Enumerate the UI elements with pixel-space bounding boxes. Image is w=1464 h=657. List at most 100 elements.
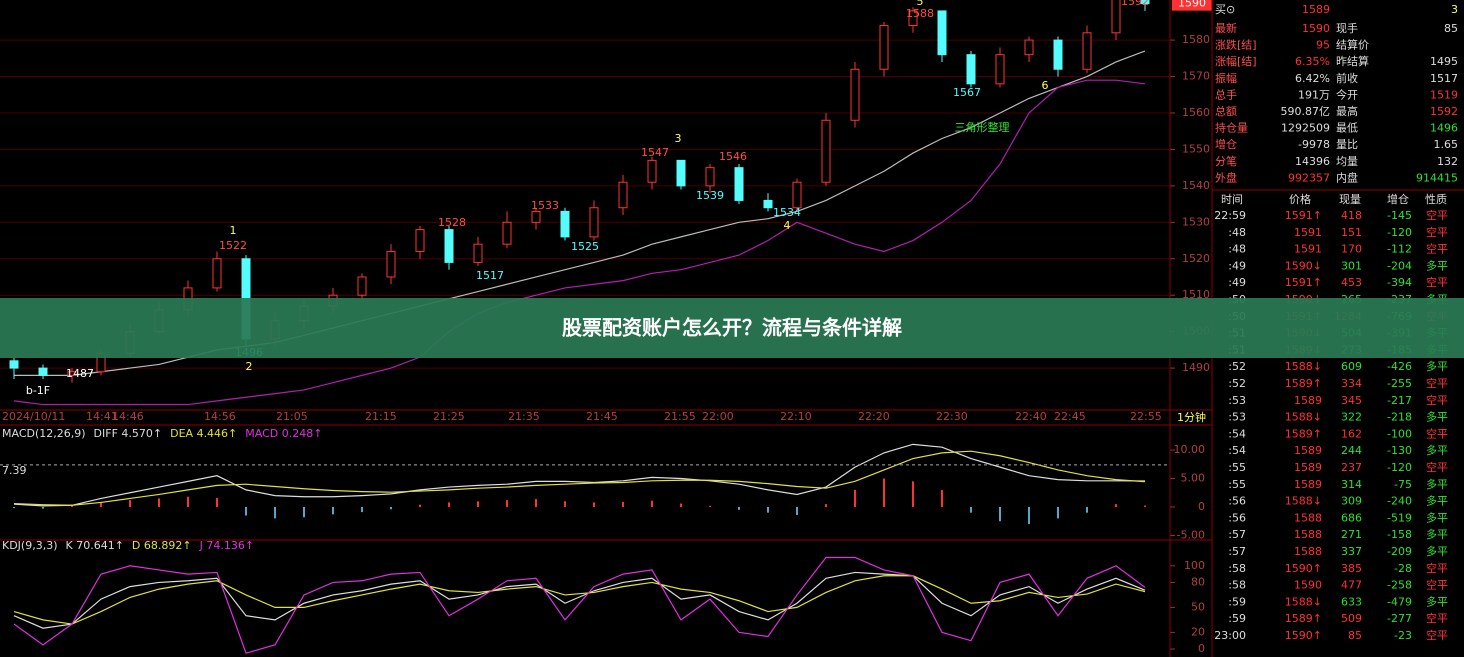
trade-cell: 1590↓ [1285, 259, 1322, 272]
trade-cell: 237 [1341, 461, 1362, 474]
bid-cell: 1589 [1302, 3, 1330, 16]
trade-cell: :53 [1228, 394, 1246, 407]
trade-cell: :58 [1228, 562, 1246, 575]
chart-annotation: 1592 [1121, 0, 1149, 8]
chart-annotation: 1567 [953, 86, 981, 99]
trade-cell: :57 [1228, 545, 1246, 558]
quote-value: 590.87亿 [1281, 105, 1331, 118]
candle-body [444, 229, 454, 263]
trade-cell: 多平 [1426, 527, 1448, 541]
candle-body [502, 221, 512, 245]
quote-label: 今开 [1336, 87, 1358, 101]
trade-header: 现量 [1339, 193, 1361, 206]
trade-cell: -258 [1387, 579, 1412, 592]
quote-value: 1.65 [1434, 138, 1459, 151]
indicator-legend: K 70.641↑ [66, 539, 124, 552]
chart-annotation: 1528 [438, 216, 466, 229]
chart-annotation: b-1F [26, 384, 50, 397]
y-tick-label: 50 [1191, 600, 1205, 613]
trade-cell: :52 [1228, 377, 1246, 390]
x-unit-label: 1分钟 [1177, 410, 1206, 424]
candle-body [1111, 0, 1121, 34]
trade-cell: 空平 [1426, 578, 1448, 592]
candle-body [647, 159, 657, 183]
trade-cell: 多平 [1426, 510, 1448, 524]
bid-cell: 买⊙ [1215, 3, 1235, 16]
y-tick-label: 0 [1198, 642, 1205, 655]
candle-body [589, 207, 599, 238]
banner-title: 股票配资账户怎么开？流程与条件详解 [562, 316, 902, 340]
x-tick-label: 21:15 [365, 410, 397, 423]
trade-cell: 418 [1341, 209, 1362, 222]
trade-cell: 1588↓ [1285, 595, 1322, 608]
trade-cell: -277 [1387, 612, 1412, 625]
quote-value: 1495 [1430, 55, 1458, 68]
y-tick-label: 5.00 [1181, 472, 1206, 485]
quote-label: 增仓 [1215, 137, 1237, 151]
trade-cell: 301 [1341, 259, 1362, 272]
trade-cell: 空平 [1426, 460, 1448, 474]
x-tick-label: 21:35 [508, 410, 540, 423]
candle-body [792, 181, 802, 209]
indicator-legend: MACD(12,26,9) [2, 427, 86, 440]
candle-body [67, 371, 77, 376]
y-tick-label: 1580 [1182, 33, 1210, 46]
trade-cell: 1591↑ [1285, 276, 1322, 289]
x-tick-label: 22:55 [1130, 410, 1162, 423]
trade-cell: 1589↑ [1285, 612, 1322, 625]
y-tick-label: 1540 [1182, 179, 1210, 192]
quote-value: 1496 [1430, 122, 1458, 135]
candle-body [937, 10, 947, 56]
candle-body [212, 258, 222, 289]
quote-label: 最低 [1336, 122, 1358, 135]
indicator-legend: D 68.892↑ [132, 539, 192, 552]
trade-cell: 空平 [1426, 561, 1448, 575]
quote-value: -9978 [1298, 138, 1330, 151]
trade-cell: 空平 [1426, 393, 1448, 407]
candle-body [734, 167, 744, 201]
quote-label: 最新 [1215, 21, 1237, 35]
trade-cell: 686 [1341, 511, 1362, 524]
chart-annotation: 1533 [531, 199, 559, 212]
trade-cell: :52 [1228, 360, 1246, 373]
quote-value: 1519 [1430, 88, 1458, 101]
trade-cell: :57 [1228, 528, 1246, 541]
trade-cell: :48 [1228, 243, 1246, 256]
trade-cell: -479 [1387, 595, 1412, 608]
trade-cell: -217 [1387, 394, 1412, 407]
quote-label: 结算价 [1336, 38, 1369, 52]
trade-cell: 多平 [1426, 258, 1448, 272]
quote-label: 量比 [1336, 138, 1358, 151]
x-tick-label: 21:05 [276, 410, 308, 423]
candle-body [908, 10, 918, 27]
candle-body [1082, 32, 1092, 70]
chart-annotation: 1517 [476, 269, 504, 282]
trade-cell: 1588↓ [1285, 360, 1322, 373]
candle-body [415, 229, 425, 252]
candle-body [821, 119, 831, 183]
trade-cell: 1589 [1294, 478, 1322, 491]
trade-cell: -112 [1387, 243, 1412, 256]
x-tick-label: 14:56 [204, 410, 236, 423]
y-tick-label: 10.00 [1174, 443, 1206, 456]
trade-cell: 322 [1341, 411, 1362, 424]
quote-value: 14396 [1295, 155, 1330, 168]
trade-cell: :58 [1228, 579, 1246, 592]
trade-cell: 空平 [1426, 275, 1448, 289]
trade-cell: 609 [1341, 360, 1362, 373]
quote-label: 内盘 [1336, 170, 1358, 184]
candle-body [473, 243, 483, 263]
trade-cell: 1589 [1294, 461, 1322, 474]
indicator-line [13, 450, 1146, 506]
trade-cell: 1591 [1294, 226, 1322, 239]
y-tick-label: 1560 [1182, 106, 1210, 119]
trade-cell: 多平 [1426, 477, 1448, 491]
quote-label: 分笔 [1215, 154, 1237, 168]
trade-cell: 1590↑ [1285, 562, 1322, 575]
quote-label: 外盘 [1215, 170, 1237, 184]
trade-cell: -255 [1387, 377, 1412, 390]
trade-cell: 509 [1341, 612, 1362, 625]
trade-cell: 1588↓ [1285, 495, 1322, 508]
trade-cell: 1589 [1294, 444, 1322, 457]
quote-label: 最高 [1336, 104, 1358, 118]
